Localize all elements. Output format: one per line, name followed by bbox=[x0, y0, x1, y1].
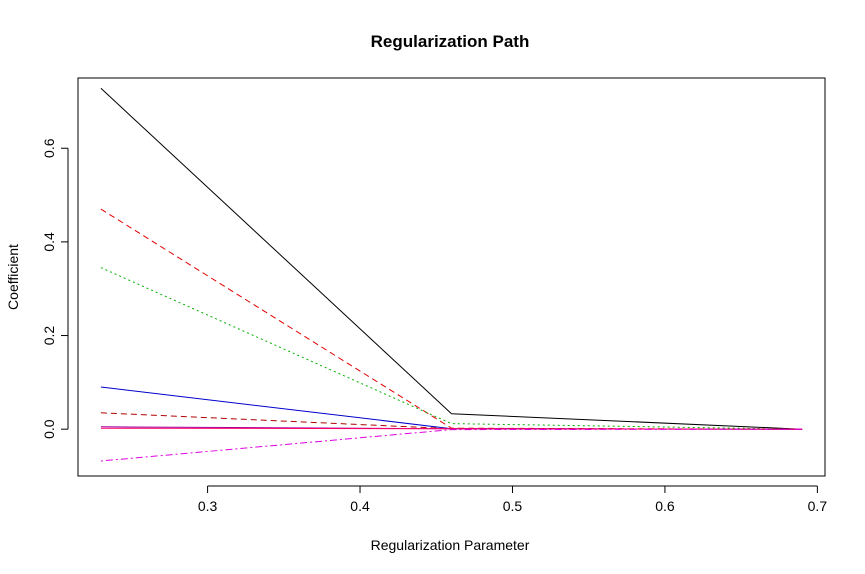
x-axis: 0.3 0.4 0.5 0.6 0.7 bbox=[198, 485, 828, 514]
series-line-1 bbox=[100, 87, 803, 430]
y-axis-label: Coefficient bbox=[5, 244, 21, 310]
series-line-3 bbox=[100, 267, 803, 430]
series-line-4 bbox=[100, 386, 803, 430]
series-line-7 bbox=[100, 427, 803, 430]
series-line-5 bbox=[100, 412, 803, 430]
series-line-8 bbox=[100, 428, 803, 462]
x-tick-label: 0.4 bbox=[350, 498, 370, 514]
y-tick-label: 0.0 bbox=[41, 419, 57, 439]
plot-frame bbox=[77, 77, 826, 477]
y-tick-label: 0.6 bbox=[41, 138, 57, 158]
series-group bbox=[100, 87, 803, 462]
x-axis-label: Regularization Parameter bbox=[371, 537, 530, 553]
y-tick-label: 0.4 bbox=[41, 232, 57, 252]
x-tick-label: 0.3 bbox=[198, 498, 218, 514]
y-tick-label: 0.2 bbox=[41, 326, 57, 346]
y-axis: 0.0 0.2 0.4 0.6 bbox=[41, 138, 69, 439]
x-tick-label: 0.7 bbox=[808, 498, 828, 514]
series-line-2 bbox=[100, 208, 803, 430]
x-tick-label: 0.5 bbox=[503, 498, 523, 514]
chart-title: Regularization Path bbox=[371, 32, 530, 51]
x-tick-label: 0.6 bbox=[655, 498, 675, 514]
